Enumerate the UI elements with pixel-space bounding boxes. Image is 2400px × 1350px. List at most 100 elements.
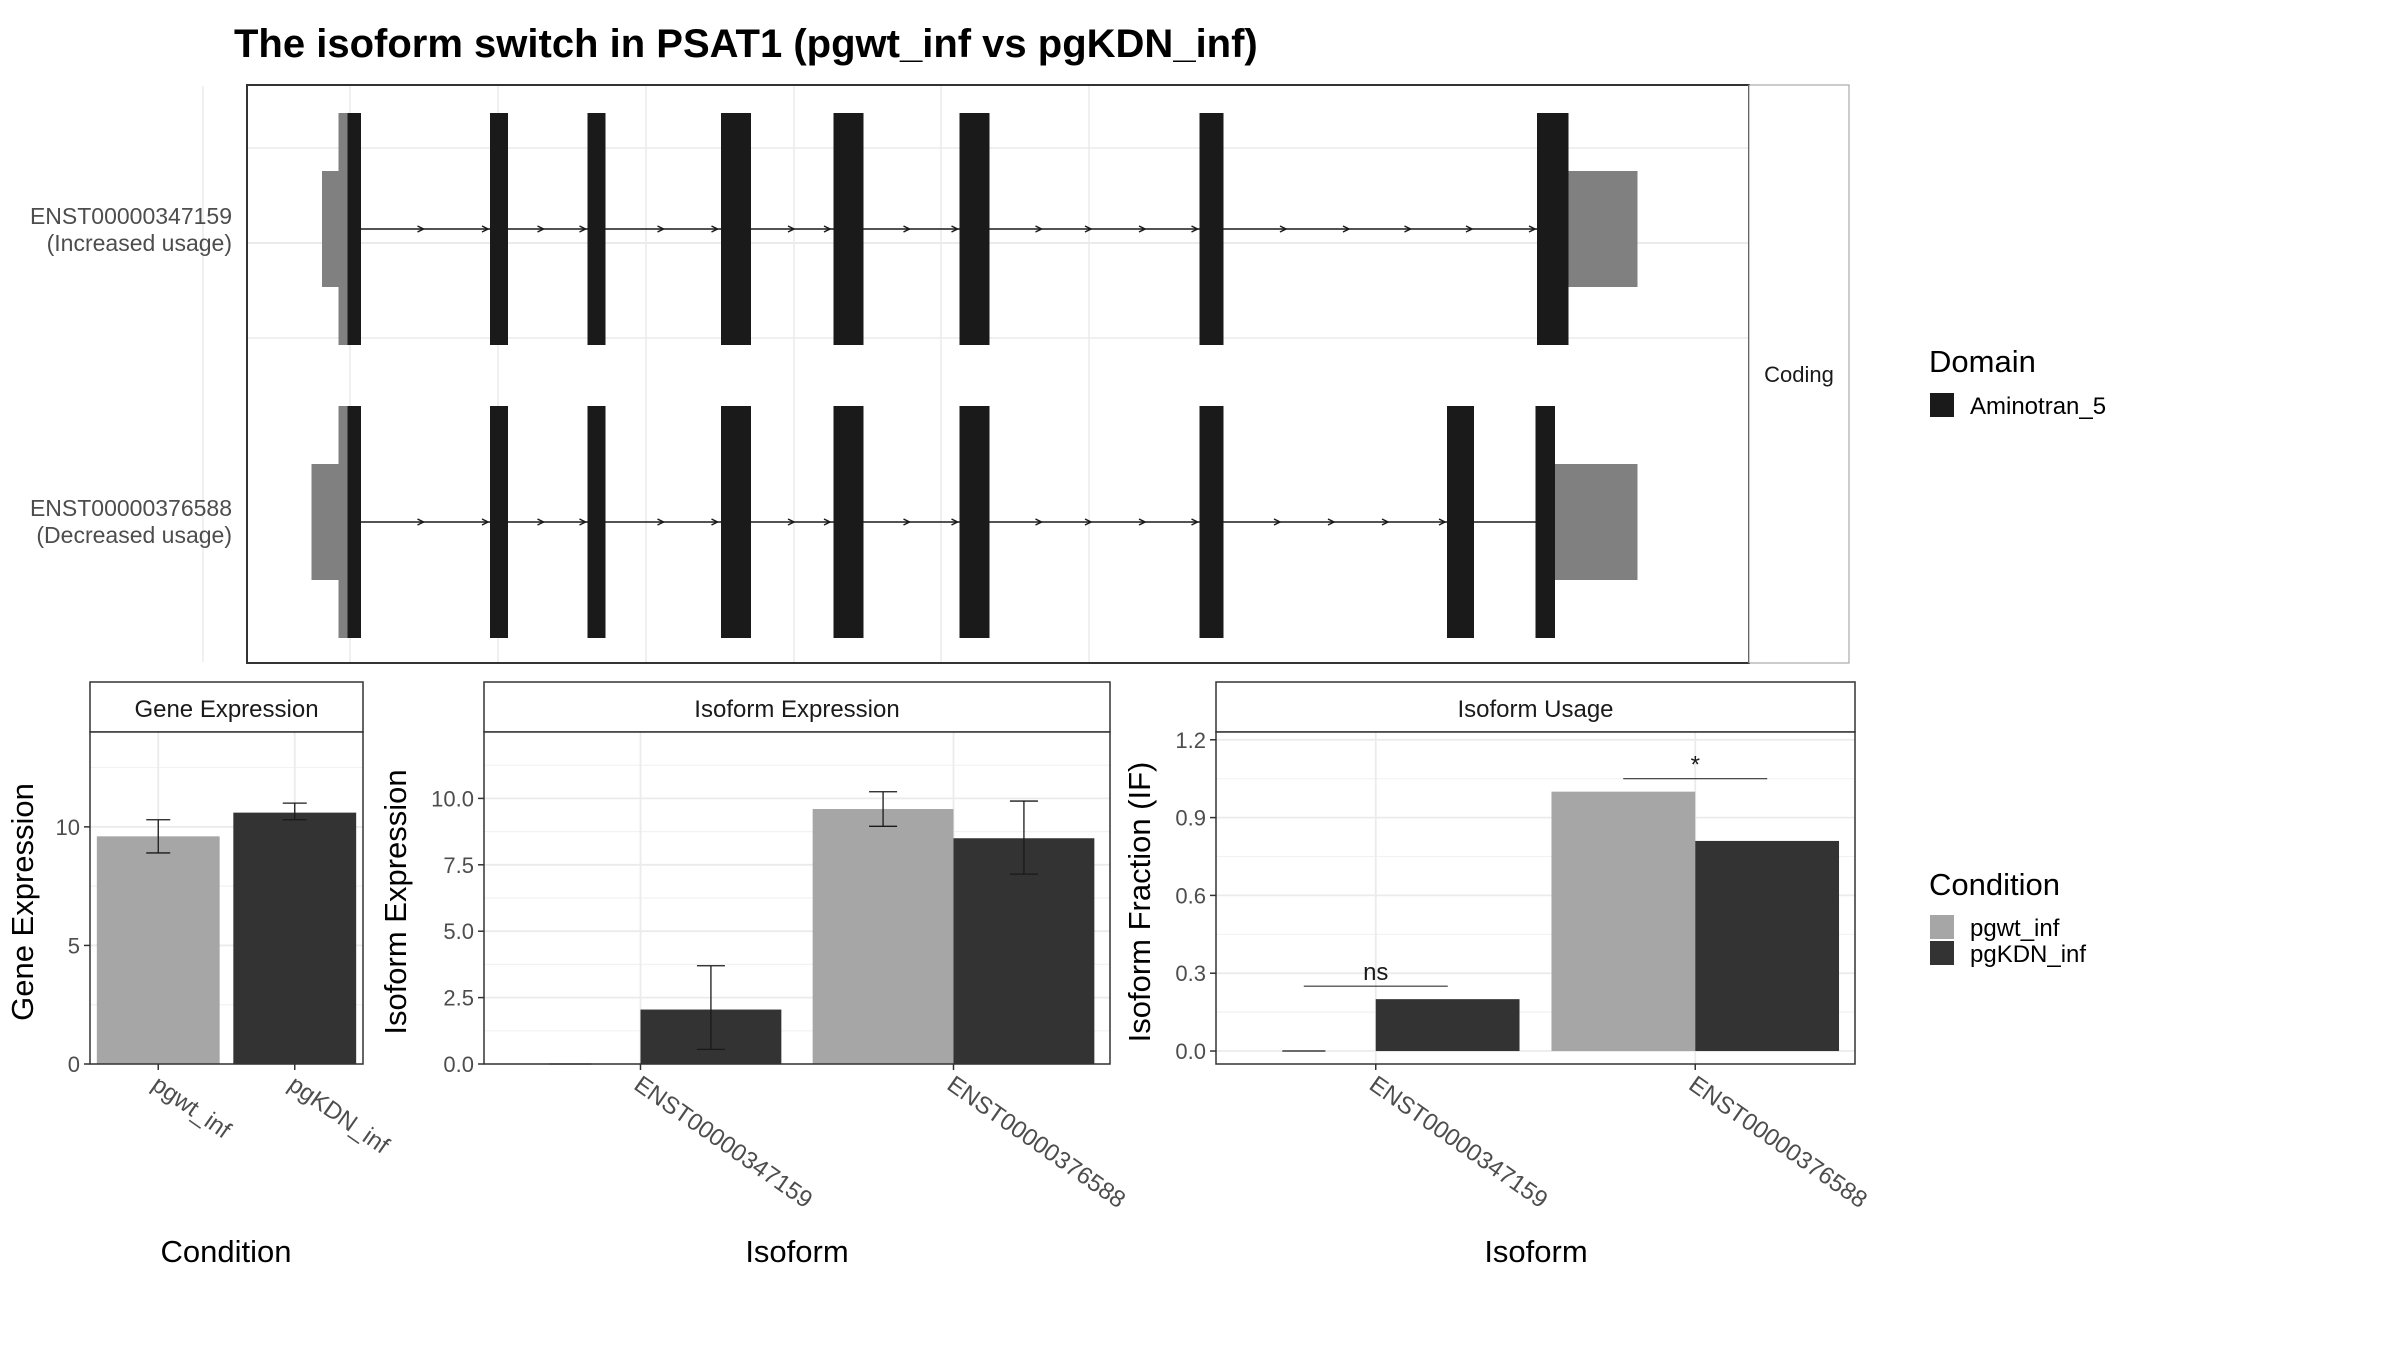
intron-arrow xyxy=(579,518,588,526)
condition-legend-title: Condition xyxy=(1929,867,2060,902)
bar xyxy=(812,809,954,1064)
domain-legend-title: Domain xyxy=(1929,344,2036,379)
y-tick-label: 10.0 xyxy=(431,786,474,811)
gene-panel-strip xyxy=(1748,84,1850,664)
transcript-track xyxy=(322,113,1638,345)
utr-segment xyxy=(1555,464,1638,580)
intron-arrow xyxy=(1138,518,1147,526)
x-tick-label: pgKDN_inf xyxy=(283,1071,394,1160)
isoform-usage-xlabel: Isoform xyxy=(1484,1234,1587,1269)
x-tick-label: ENST00000376588 xyxy=(942,1071,1130,1214)
intron-arrow xyxy=(1342,225,1351,233)
x-tick-label: ENST00000347159 xyxy=(1364,1071,1552,1214)
intron-arrow xyxy=(1273,518,1282,526)
isoform-expression-strip-title: Isoform Expression xyxy=(694,696,899,723)
intron-arrow xyxy=(1138,225,1147,233)
gene-expression-panel: Gene Expression 0 5 10 pgwt_inf pgKDN_inf xyxy=(56,681,394,1160)
intron-arrow xyxy=(787,518,796,526)
intron-arrow xyxy=(417,518,426,526)
domain-block xyxy=(1537,113,1569,345)
y-tick-label: 0 xyxy=(68,1052,80,1077)
domain-block xyxy=(721,406,751,638)
gene-expression-xlabel: Condition xyxy=(161,1234,292,1269)
domain-block xyxy=(347,113,361,345)
isoform-expression-ylabel: Isoform Expression xyxy=(378,769,413,1034)
bar xyxy=(1375,999,1520,1052)
plot-border xyxy=(89,731,364,1065)
domain-block xyxy=(587,406,606,638)
figure-title: The isoform switch in PSAT1 (pgwt_inf vs… xyxy=(234,22,1258,66)
y-tick-label: 2.5 xyxy=(443,986,474,1011)
intron-arrow xyxy=(711,225,720,233)
intron-arrow xyxy=(951,518,960,526)
bar xyxy=(96,836,220,1064)
isoform-expression-strip xyxy=(483,681,1111,733)
bar xyxy=(1551,791,1696,1052)
transcript-1-usage: (Increased usage) xyxy=(47,230,232,256)
domain-block xyxy=(833,113,864,345)
intron-arrow xyxy=(823,518,832,526)
condition-legend-label-pgwt: pgwt_inf xyxy=(1970,915,2060,942)
significance-label: * xyxy=(1691,752,1700,779)
transcript-track xyxy=(311,406,1638,638)
y-tick-label: 0.9 xyxy=(1175,806,1206,831)
transcript-1-id: ENST00000347159 xyxy=(30,203,232,229)
transcript-2-usage: (Decreased usage) xyxy=(36,522,232,548)
gene-expression-strip xyxy=(89,681,364,733)
intron-arrow xyxy=(1404,225,1413,233)
plot-border xyxy=(483,731,1111,1065)
condition-legend-label-pgkdn: pgKDN_inf xyxy=(1970,941,2086,968)
x-tick-label: ENST00000376588 xyxy=(1684,1071,1872,1214)
y-tick-label: 0.6 xyxy=(1175,883,1206,908)
domain-legend: Domain Aminotran_5 xyxy=(1929,344,2106,420)
domain-block xyxy=(347,406,361,638)
intron-arrow xyxy=(1528,225,1537,233)
bar xyxy=(233,812,357,1064)
intron-arrow xyxy=(1084,225,1093,233)
gene-structure-panel: Coding ENST00000347159 (Increased usage)… xyxy=(30,84,1850,664)
domain-block xyxy=(1447,406,1474,638)
y-tick-label: 10 xyxy=(56,815,80,840)
intron-arrow xyxy=(711,518,720,526)
gene-panel-border xyxy=(246,84,1750,664)
domain-block xyxy=(1535,406,1555,638)
bar xyxy=(953,838,1095,1064)
intron-arrow xyxy=(1191,225,1200,233)
isoform-usage-panel: Isoform Usage 0.0 0.3 0.6 0.9 1.2 ns * ENST0000… xyxy=(1175,681,1872,1214)
intron-arrow xyxy=(951,225,960,233)
intron-arrow xyxy=(823,225,832,233)
y-tick-label: 1.2 xyxy=(1175,728,1206,753)
y-tick-label: 5 xyxy=(68,933,80,958)
intron-arrow xyxy=(1381,518,1390,526)
strip-label: Coding xyxy=(1764,362,1834,387)
gene-expression-ylabel: Gene Expression xyxy=(5,783,40,1021)
intron-arrow xyxy=(1035,225,1044,233)
isoform-usage-strip-title: Isoform Usage xyxy=(1457,696,1613,723)
domain-block xyxy=(1199,406,1224,638)
intron-arrow xyxy=(481,225,490,233)
domain-block xyxy=(833,406,864,638)
isoform-expression-xlabel: Isoform xyxy=(745,1234,848,1269)
domain-legend-swatch xyxy=(1930,393,1954,417)
transcript-2-id: ENST00000376588 xyxy=(30,495,232,521)
intron-arrow xyxy=(657,225,666,233)
condition-legend: Condition pgwt_inf pgKDN_inf xyxy=(1929,867,2086,968)
y-tick-label: 0.0 xyxy=(1175,1039,1206,1064)
intron-arrow xyxy=(1084,518,1093,526)
x-tick-label: ENST00000347159 xyxy=(629,1071,817,1214)
isoform-usage-ylabel: Isoform Fraction (IF) xyxy=(1122,762,1157,1043)
significance-label: ns xyxy=(1363,959,1388,986)
condition-legend-swatch-pgkdn xyxy=(1930,941,1954,965)
intron-arrow xyxy=(787,225,796,233)
intron-arrow xyxy=(579,225,588,233)
y-tick-label: 7.5 xyxy=(443,853,474,878)
plot-border xyxy=(1215,731,1856,1065)
intron-arrow xyxy=(1438,518,1447,526)
intron-arrow xyxy=(903,225,912,233)
domain-block xyxy=(959,406,990,638)
domain-block xyxy=(959,113,990,345)
intron-arrow xyxy=(1035,518,1044,526)
y-tick-label: 0.0 xyxy=(443,1052,474,1077)
gene-expression-strip-title: Gene Expression xyxy=(134,696,318,723)
